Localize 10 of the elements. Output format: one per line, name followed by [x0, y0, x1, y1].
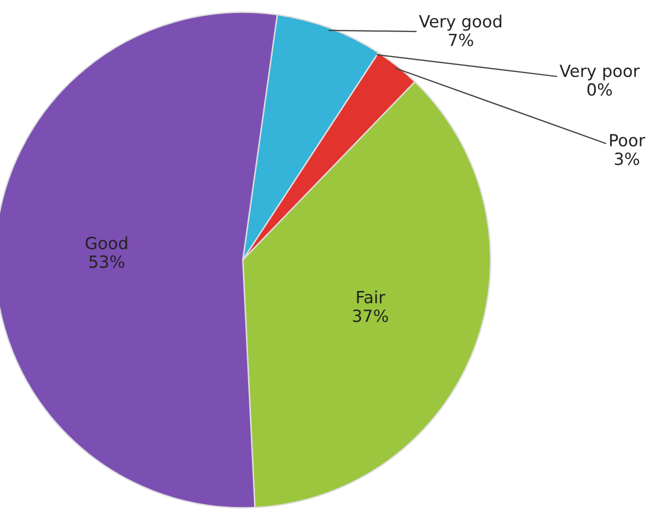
- category-label: Very poor: [560, 64, 640, 80]
- slice-label: Very good: [419, 14, 502, 31]
- data-label: 53%: [89, 255, 124, 268]
- data-label: 3%: [614, 152, 640, 166]
- slice-label: Fair: [357, 290, 386, 304]
- data-label: 7%: [448, 34, 474, 46]
- slice-label: Good: [86, 236, 128, 250]
- data-label: 37%: [353, 310, 388, 322]
- text: 0%: [587, 83, 612, 96]
- slice-label: Poor: [610, 134, 646, 146]
